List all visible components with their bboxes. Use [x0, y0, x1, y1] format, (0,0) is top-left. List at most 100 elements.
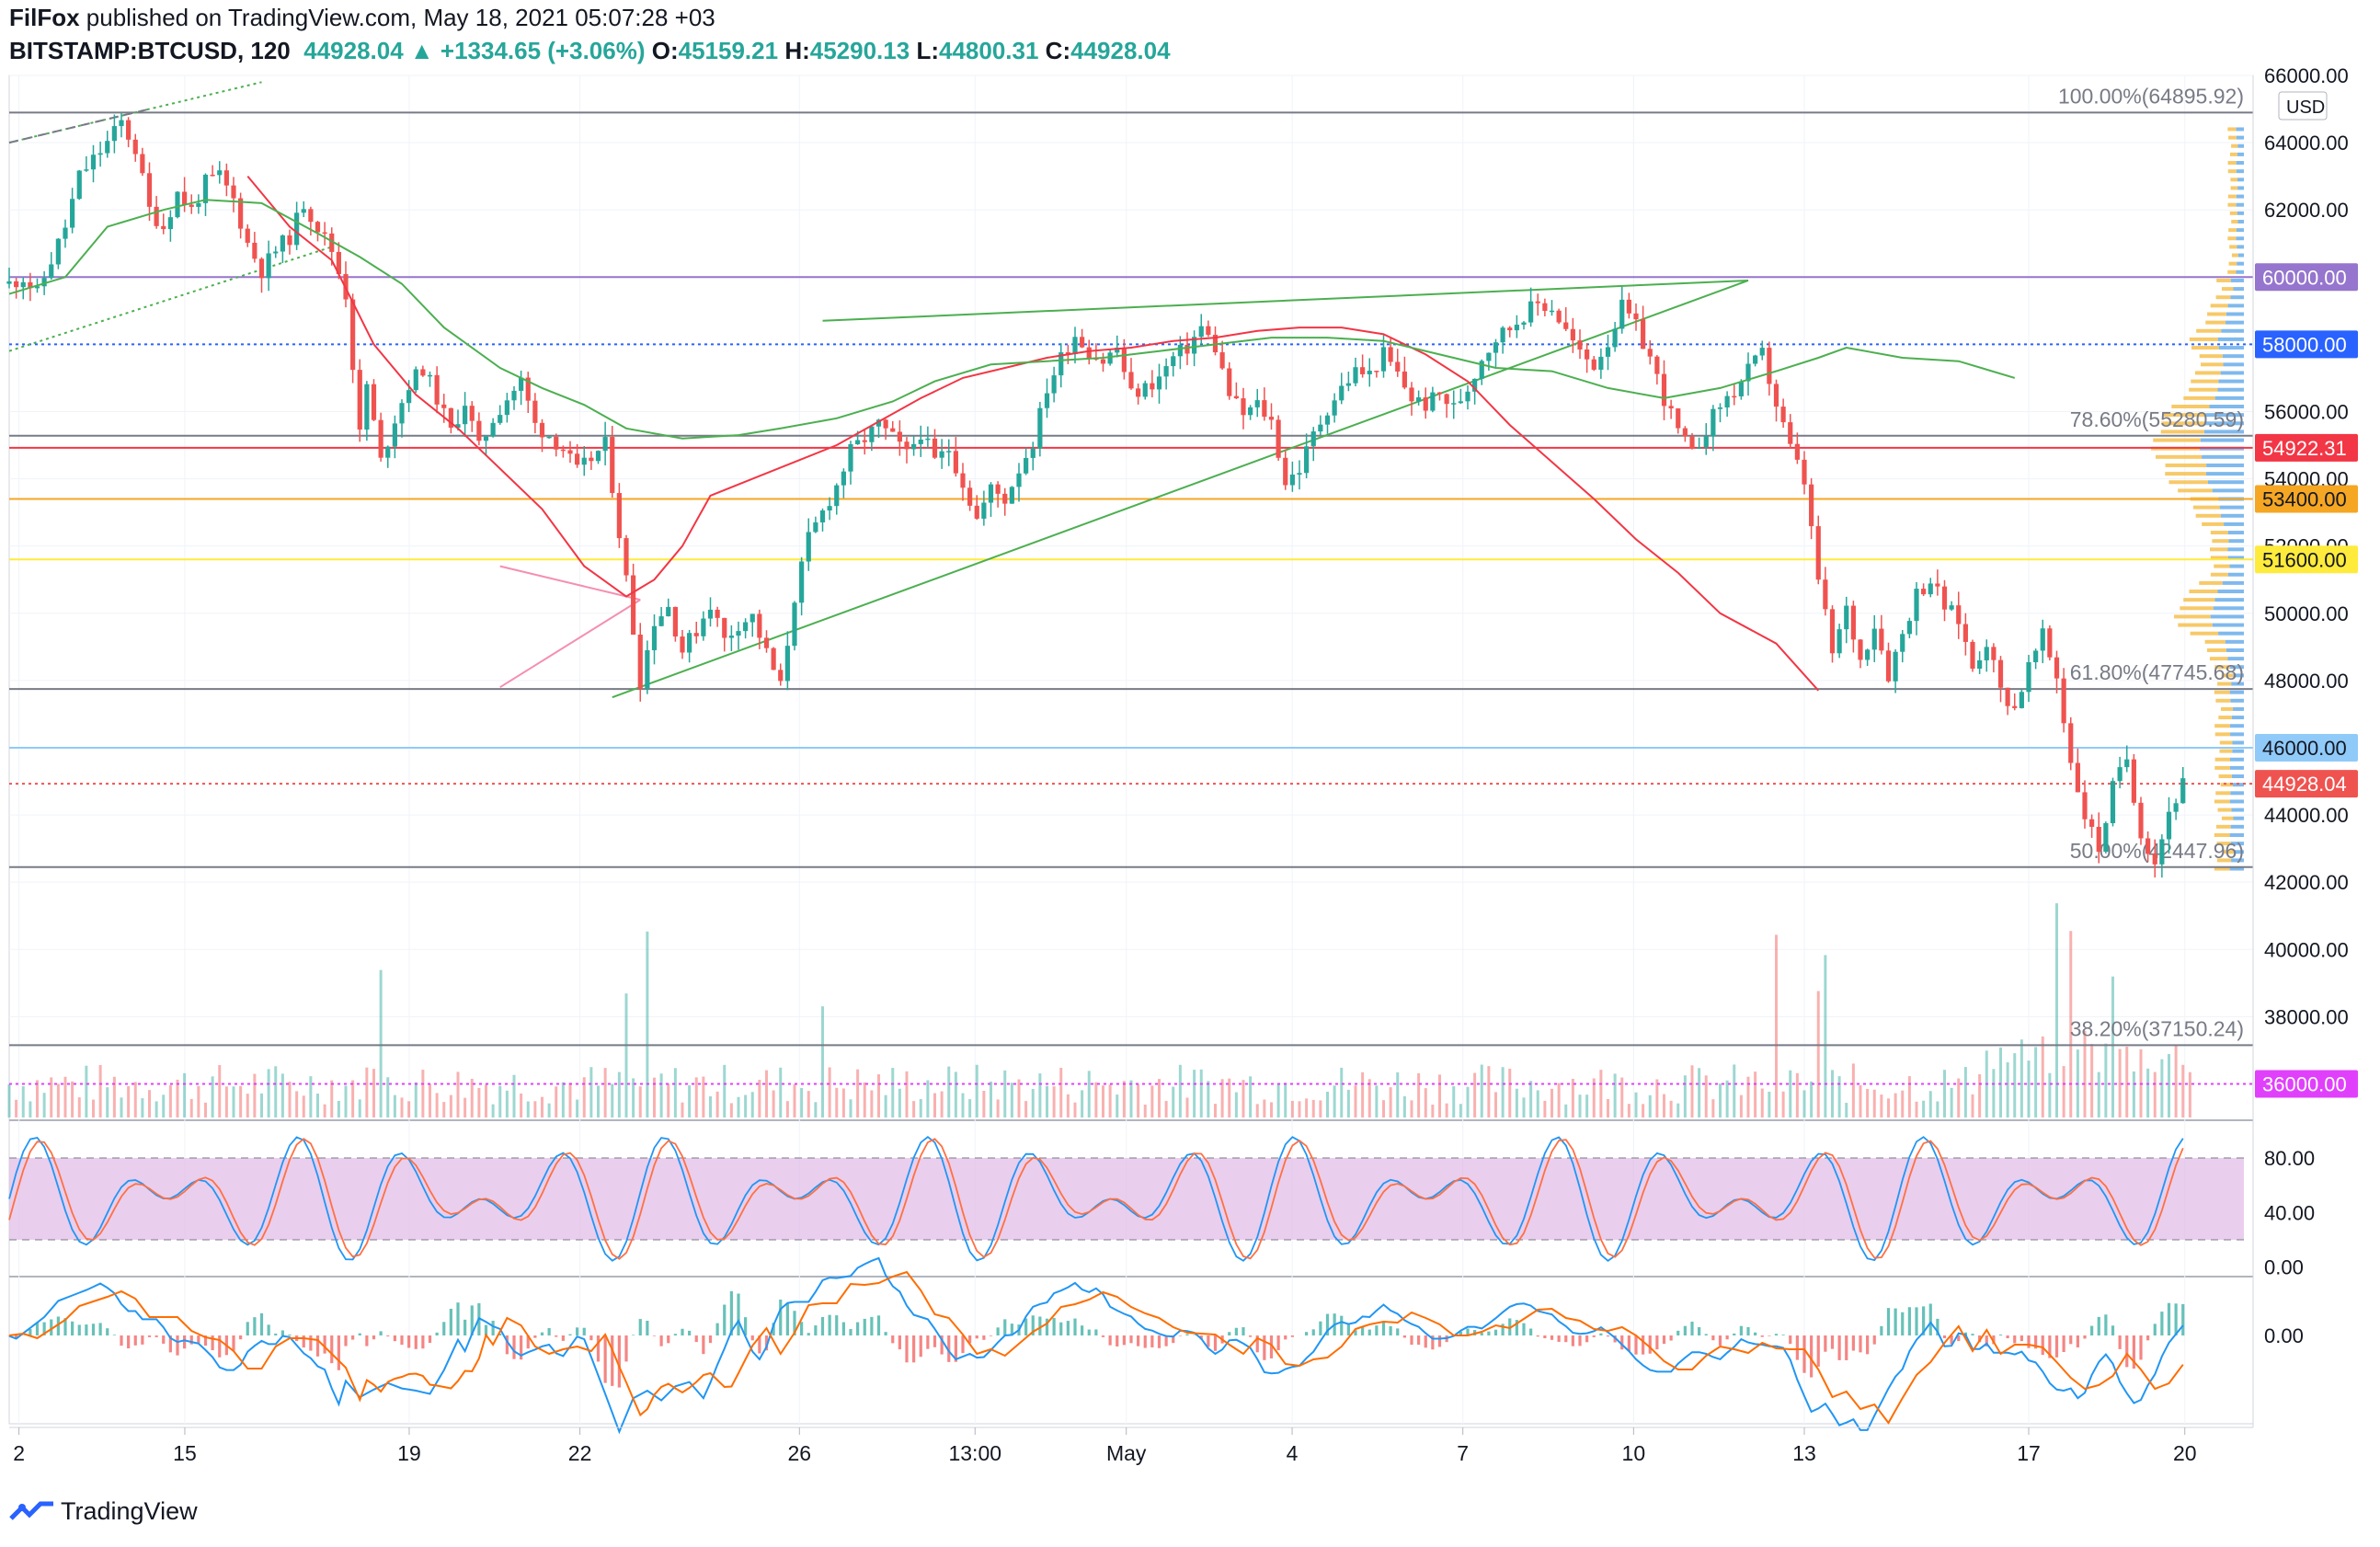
fib-level-label: 100.00%(64895.92)	[2058, 84, 2244, 108]
candle-body	[995, 484, 1001, 494]
candle-body	[1030, 448, 1036, 458]
candle-body	[315, 222, 321, 233]
volume-bar	[996, 1099, 1000, 1117]
candle-body	[1836, 629, 1842, 654]
footer-brand[interactable]: TradingView	[9, 1497, 198, 1526]
candle-body	[1044, 393, 1050, 408]
vp-bar-up	[2227, 556, 2244, 560]
macd-histogram-bar	[1606, 1335, 1610, 1337]
stoch-tick-label: 40.00	[2264, 1201, 2315, 1224]
volume-bar	[1901, 1090, 1905, 1117]
volume-bar	[2041, 1036, 2044, 1117]
horizontal-levels[interactable]: 100.00%(64895.92) 78.60%(55280.59) 61.80%(…	[9, 84, 2253, 1085]
macd-histogram-bar	[1774, 1334, 1779, 1335]
y-tick-label: 40000.00	[2264, 938, 2349, 961]
candle-body	[231, 185, 236, 199]
macd-histogram-bar	[1550, 1335, 1554, 1340]
volume-bar	[1781, 1091, 1785, 1117]
candle-body	[427, 374, 433, 377]
volume-bar	[582, 1077, 586, 1117]
volume-bar	[835, 1087, 839, 1117]
candle-body	[1142, 383, 1148, 397]
volume-bar	[1046, 1085, 1048, 1117]
volume-bar	[954, 1071, 957, 1117]
candle-body	[350, 299, 356, 371]
candle-body	[1360, 367, 1366, 374]
volume-bar	[1241, 1080, 1245, 1117]
candle-body	[76, 170, 82, 200]
candle-body	[111, 126, 117, 142]
candle-body	[2082, 792, 2088, 819]
macd-histogram-bar	[603, 1335, 607, 1383]
currency-badge	[2278, 91, 2328, 120]
volume-bar	[7, 1083, 11, 1117]
vp-bar-down	[2228, 228, 2237, 233]
vp-bar-up	[2237, 143, 2244, 148]
macd-histogram-bar	[764, 1335, 769, 1351]
candle-body	[202, 174, 209, 203]
volume-bar	[1424, 1088, 1427, 1117]
volume-bar	[702, 1076, 705, 1117]
vp-bar-up	[2217, 337, 2244, 341]
candle-body	[1219, 352, 1225, 369]
candles[interactable]	[6, 112, 2186, 878]
macd-histogram-bar	[344, 1335, 348, 1346]
candle-body	[525, 377, 531, 401]
vp-bar-up	[2209, 405, 2244, 409]
macd-histogram-bar	[77, 1324, 81, 1335]
macd-pane[interactable]	[7, 1256, 2185, 1435]
candle-body	[2040, 628, 2045, 651]
candle-body	[560, 449, 566, 452]
candle-body	[631, 575, 636, 635]
vp-bar-up	[2237, 152, 2244, 156]
stoch-pane[interactable]	[8, 1136, 2244, 1262]
trendlines[interactable]	[8, 81, 1749, 699]
candle-body	[1977, 659, 1983, 670]
volume-bar	[435, 1093, 439, 1117]
volume-bar	[1760, 1088, 1764, 1117]
macd-histogram-bar	[876, 1315, 881, 1335]
volume-bar	[1719, 1083, 1722, 1117]
volume-bar	[1887, 1098, 1890, 1117]
x-tick-label: 15	[173, 1441, 197, 1465]
candle-body	[1711, 408, 1716, 437]
macd-histogram-bar	[2083, 1335, 2087, 1339]
macd-histogram-bar	[1971, 1334, 1974, 1335]
macd-histogram-bar	[1346, 1324, 1350, 1335]
macd-histogram-bar	[841, 1322, 845, 1335]
candle-body	[154, 206, 159, 226]
candle-body	[610, 437, 615, 494]
author-name[interactable]: FilFox	[9, 4, 80, 31]
vp-bar-down	[2221, 816, 2234, 820]
macd-histogram-bar	[71, 1321, 74, 1335]
volume-bar	[729, 1103, 733, 1117]
macd-histogram-bar	[1143, 1335, 1147, 1348]
candle-body	[1732, 395, 1737, 398]
candle-body	[1150, 383, 1155, 390]
macd-histogram-bar	[176, 1335, 179, 1356]
macd-histogram-bar	[133, 1335, 137, 1346]
macd-histogram-bar	[1711, 1335, 1715, 1341]
volume-bar	[758, 1080, 761, 1117]
vp-bar-down	[2207, 647, 2226, 652]
volume-bar	[1052, 1086, 1056, 1117]
volume-bar	[975, 1064, 978, 1117]
vp-bar-down	[2210, 304, 2228, 308]
candle-body	[532, 400, 538, 423]
macd-histogram-bar	[232, 1335, 235, 1351]
volume-bar	[709, 1095, 712, 1117]
volume-bar	[92, 1099, 95, 1117]
volume-bar	[1340, 1067, 1344, 1117]
candle-body	[132, 139, 138, 155]
macd-histogram-bar	[484, 1324, 488, 1335]
high-value: 45290.13	[809, 37, 910, 64]
candle-body	[834, 485, 840, 507]
vp-bar-down	[2183, 395, 2215, 400]
candle-body	[981, 502, 987, 519]
volume-bar	[1928, 1091, 1932, 1117]
macd-histogram-bar	[203, 1335, 208, 1346]
vp-bar-down	[2227, 194, 2237, 199]
macd-histogram-bar	[708, 1335, 713, 1344]
macd-histogram-bar	[154, 1335, 158, 1337]
